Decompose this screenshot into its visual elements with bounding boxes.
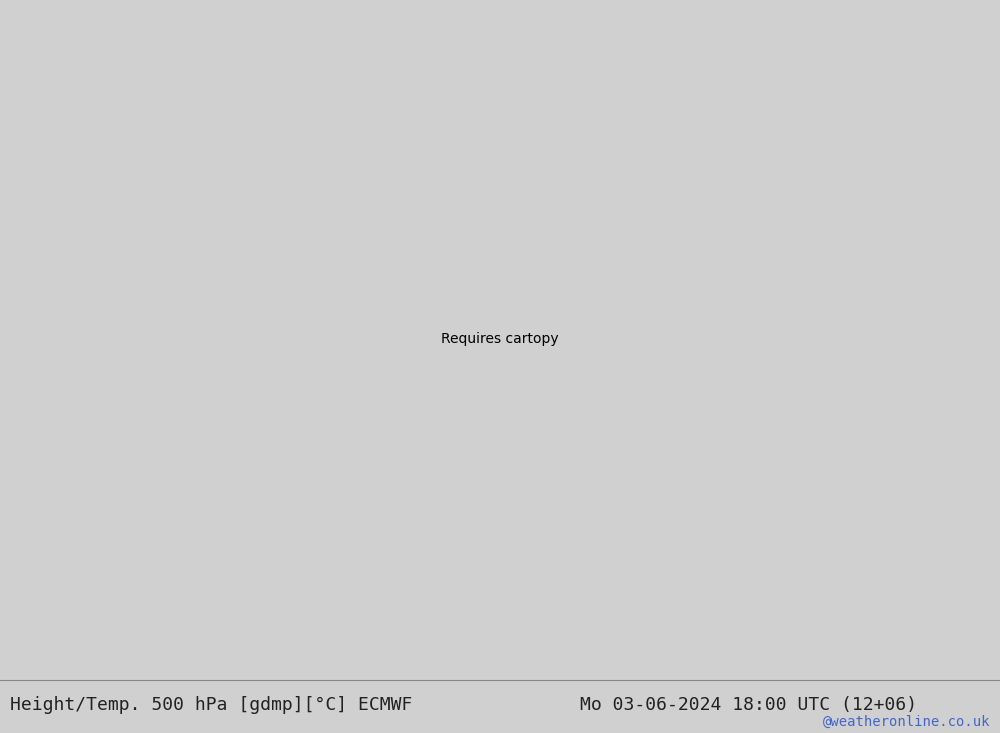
Text: @weatheronline.co.uk: @weatheronline.co.uk: [822, 715, 990, 729]
Text: Height/Temp. 500 hPa [gdmp][°C] ECMWF: Height/Temp. 500 hPa [gdmp][°C] ECMWF: [10, 696, 412, 714]
Text: Mo 03-06-2024 18:00 UTC (12+06): Mo 03-06-2024 18:00 UTC (12+06): [580, 696, 917, 714]
Text: Requires cartopy: Requires cartopy: [441, 332, 559, 346]
